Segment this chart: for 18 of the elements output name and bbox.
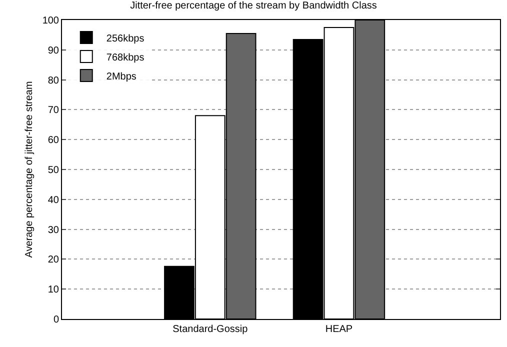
y-tick-label: 0 — [53, 314, 60, 326]
y-tick-label: 60 — [48, 135, 60, 146]
y-tick-label: 100 — [42, 16, 60, 26]
y-tick-label: 20 — [48, 254, 60, 266]
y-tick-label: 50 — [48, 165, 60, 176]
y-tick-label: 10 — [48, 284, 60, 296]
legend-label: 256kbps — [106, 33, 144, 44]
x-tick-label: HEAP — [325, 324, 353, 335]
y-tick-label: 40 — [48, 194, 60, 206]
y-tick-label: 70 — [48, 105, 60, 116]
y-axis-title: Average percentage of jitter-free stream — [24, 81, 35, 258]
y-tick-label: 80 — [48, 75, 60, 86]
legend-label: 2Mbps — [106, 71, 136, 82]
legend-label: 768kbps — [106, 52, 144, 64]
y-tick-label: 30 — [48, 224, 60, 236]
y-tick-label: 90 — [48, 45, 60, 56]
x-tick-label: Standard-Gossip — [172, 324, 248, 335]
chart-title: Jitter-free percentage of the stream by Bandwidth Class — [130, 0, 377, 12]
